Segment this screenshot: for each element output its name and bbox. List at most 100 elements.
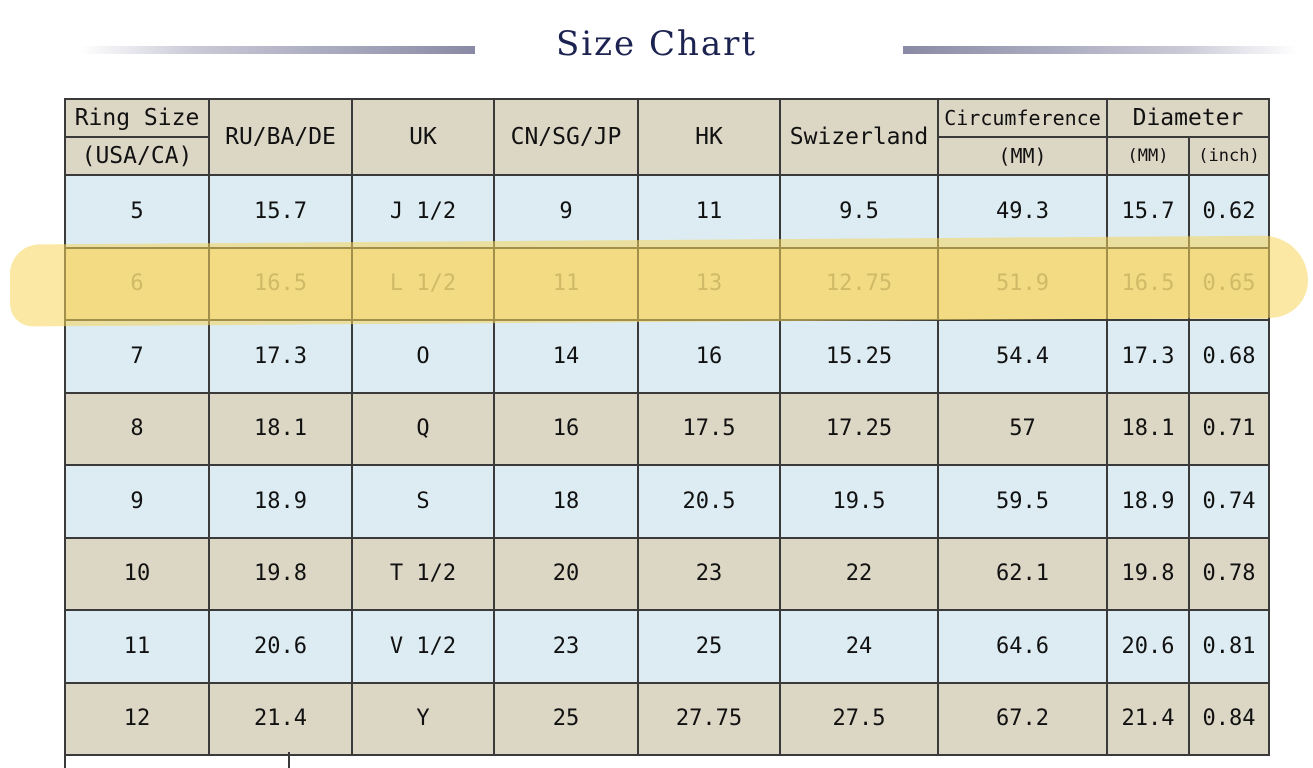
cell-cn-size: 14 xyxy=(493,319,639,394)
cell-circumference-mm: 57 xyxy=(937,391,1108,466)
cell-uk-size: V 1/2 xyxy=(351,609,495,684)
table-body: 5 15.7 J 1/2 9 11 9.5 49.3 15.7 0.62 6 16.5 L 1/2 11… xyxy=(64,174,1270,756)
header-cn: CN/SG/JP xyxy=(493,98,639,176)
cell-ru-size: 18.9 xyxy=(208,464,353,539)
cell-cn-size: 9 xyxy=(493,174,639,249)
cell-hk-size: 11 xyxy=(637,174,781,249)
cell-ring-size: 6 xyxy=(64,246,210,321)
cell-diameter-mm: 20.6 xyxy=(1106,609,1190,684)
cell-diameter-inch: 0.84 xyxy=(1188,681,1270,756)
cell-cn-size: 18 xyxy=(493,464,639,539)
title-decoration-left xyxy=(80,46,475,54)
table-row: 11 20.6 V 1/2 23 25 24 64.6 20.6 0.81 xyxy=(64,609,1270,684)
cell-circumference-mm: 62.1 xyxy=(937,536,1108,611)
table-row: 9 18.9 S 18 20.5 19.5 59.5 18.9 0.74 xyxy=(64,464,1270,539)
cell-diameter-mm: 15.7 xyxy=(1106,174,1190,249)
cell-cn-size: 16 xyxy=(493,391,639,466)
cell-diameter-mm: 19.8 xyxy=(1106,536,1190,611)
bottom-divider-inner xyxy=(288,752,290,768)
cell-hk-size: 27.75 xyxy=(637,681,781,756)
cell-circumference-mm: 64.6 xyxy=(937,609,1108,684)
cell-uk-size: T 1/2 xyxy=(351,536,495,611)
cell-circumference-mm: 54.4 xyxy=(937,319,1108,394)
cell-uk-size: Y xyxy=(351,681,495,756)
cell-swiss-size: 15.25 xyxy=(779,319,939,394)
cell-diameter-mm: 18.1 xyxy=(1106,391,1190,466)
cell-diameter-inch: 0.78 xyxy=(1188,536,1270,611)
cell-hk-size: 25 xyxy=(637,609,781,684)
cell-ring-size: 5 xyxy=(64,174,210,249)
cell-ru-size: 16.5 xyxy=(208,246,353,321)
cell-hk-size: 17.5 xyxy=(637,391,781,466)
cell-uk-size: S xyxy=(351,464,495,539)
cell-swiss-size: 27.5 xyxy=(779,681,939,756)
header-circumference-unit: (MM) xyxy=(937,136,1108,176)
title-decoration-right xyxy=(903,46,1298,54)
cell-circumference-mm: 51.9 xyxy=(937,246,1108,321)
cell-diameter-inch: 0.81 xyxy=(1188,609,1270,684)
cell-uk-size: Q xyxy=(351,391,495,466)
cell-circumference-mm: 49.3 xyxy=(937,174,1108,249)
cell-diameter-inch: 0.68 xyxy=(1188,319,1270,394)
cell-circumference-mm: 59.5 xyxy=(937,464,1108,539)
cell-ru-size: 19.8 xyxy=(208,536,353,611)
header-diameter-mm: (MM) xyxy=(1106,136,1190,176)
cell-ring-size: 11 xyxy=(64,609,210,684)
header-row-2: (USA/CA) (MM) (MM) (inch) xyxy=(64,136,1270,176)
cell-ring-size: 12 xyxy=(64,681,210,756)
table-bottom-edge xyxy=(64,752,1268,768)
cell-cn-size: 23 xyxy=(493,609,639,684)
cell-ru-size: 15.7 xyxy=(208,174,353,249)
cell-uk-size: L 1/2 xyxy=(351,246,495,321)
cell-swiss-size: 19.5 xyxy=(779,464,939,539)
title-bar: Size Chart xyxy=(0,22,1313,72)
cell-ring-size: 10 xyxy=(64,536,210,611)
cell-ru-size: 17.3 xyxy=(208,319,353,394)
header-row-1: Ring Size RU/BA/DE UK CN/SG/JP HK Swizer… xyxy=(64,98,1270,176)
cell-hk-size: 20.5 xyxy=(637,464,781,539)
cell-diameter-mm: 18.9 xyxy=(1106,464,1190,539)
cell-cn-size: 11 xyxy=(493,246,639,321)
table-row: 8 18.1 Q 16 17.5 17.25 57 18.1 0.71 xyxy=(64,391,1270,466)
cell-swiss-size: 22 xyxy=(779,536,939,611)
cell-ring-size: 7 xyxy=(64,319,210,394)
cell-swiss-size: 17.25 xyxy=(779,391,939,466)
bottom-divider-left xyxy=(64,752,66,768)
header-diameter: Diameter xyxy=(1106,98,1270,138)
size-chart-table: Ring Size RU/BA/DE UK CN/SG/JP HK Swizer… xyxy=(64,98,1270,756)
cell-cn-size: 25 xyxy=(493,681,639,756)
cell-ring-size: 9 xyxy=(64,464,210,539)
header-circumference: Circumference xyxy=(937,98,1108,138)
cell-diameter-mm: 16.5 xyxy=(1106,246,1190,321)
header-swiss: Swizerland xyxy=(779,98,939,176)
cell-uk-size: O xyxy=(351,319,495,394)
cell-diameter-inch: 0.62 xyxy=(1188,174,1270,249)
table-row: 12 21.4 Y 25 27.75 27.5 67.2 21.4 0.84 xyxy=(64,681,1270,756)
cell-diameter-mm: 21.4 xyxy=(1106,681,1190,756)
cell-diameter-inch: 0.65 xyxy=(1188,246,1270,321)
cell-ru-size: 18.1 xyxy=(208,391,353,466)
table-row: 5 15.7 J 1/2 9 11 9.5 49.3 15.7 0.62 xyxy=(64,174,1270,249)
cell-ru-size: 21.4 xyxy=(208,681,353,756)
header-diameter-inch: (inch) xyxy=(1188,136,1270,176)
header-ring-size-unit: (USA/CA) xyxy=(64,136,210,176)
cell-hk-size: 23 xyxy=(637,536,781,611)
header-uk: UK xyxy=(351,98,495,176)
cell-swiss-size: 12.75 xyxy=(779,246,939,321)
header-ru: RU/BA/DE xyxy=(208,98,353,176)
page-title: Size Chart xyxy=(555,24,758,64)
cell-uk-size: J 1/2 xyxy=(351,174,495,249)
table-row: 10 19.8 T 1/2 20 23 22 62.1 19.8 0.78 xyxy=(64,536,1270,611)
header-ring-size: Ring Size xyxy=(64,98,210,138)
cell-circumference-mm: 67.2 xyxy=(937,681,1108,756)
cell-ring-size: 8 xyxy=(64,391,210,466)
cell-hk-size: 13 xyxy=(637,246,781,321)
header-hk: HK xyxy=(637,98,781,176)
table-row: 7 17.3 O 14 16 15.25 54.4 17.3 0.68 xyxy=(64,319,1270,394)
cell-diameter-inch: 0.71 xyxy=(1188,391,1270,466)
table-row: 6 16.5 L 1/2 11 13 12.75 51.9 16.5 0.65 xyxy=(64,246,1270,321)
cell-ru-size: 20.6 xyxy=(208,609,353,684)
cell-hk-size: 16 xyxy=(637,319,781,394)
cell-swiss-size: 9.5 xyxy=(779,174,939,249)
cell-cn-size: 20 xyxy=(493,536,639,611)
